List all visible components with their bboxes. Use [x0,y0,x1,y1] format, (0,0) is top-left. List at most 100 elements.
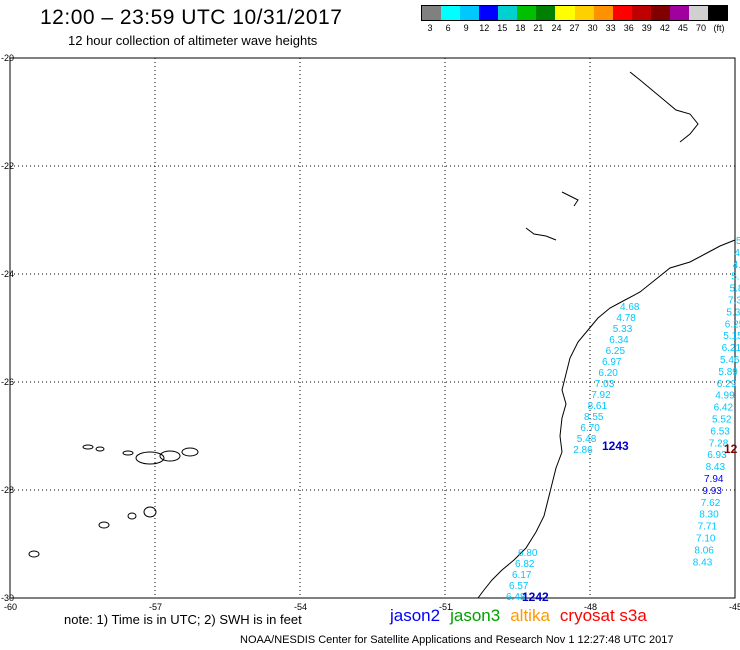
wave-height-value: 7.03 [595,379,615,390]
axis-labels: -20 -22 -24 -26 -28 -30-60 -57 -54 -51 -48 -45 [1,53,740,612]
latitude-tick-label: -20 [1,53,14,63]
color-scale-label: 12 [479,23,490,33]
wave-height-value: 7.10 [696,534,716,545]
color-swatch [669,6,689,20]
map-title: 12:00 – 23:59 UTC 10/31/2017 [40,6,343,29]
wave-height-value: 6.42 [714,403,734,414]
latitude-tick-label: -26 [1,377,14,387]
wave-height-value: 7.3 [728,296,740,307]
map-grid [10,58,735,598]
wave-height-value: 7.28 [709,438,729,449]
color-scale-labels: 3 6 9 12 15 18 21 24 27 30 33 36 39 42 45 70 (ft) [421,23,728,33]
islands [28,444,199,558]
wave-height-value: 5. [736,236,740,247]
satellite-legend-item: jason2 [390,606,441,625]
island-outline [28,550,40,558]
color-swatch [650,6,670,20]
map-subtitle: 12 hour collection of altimeter wave hei… [68,33,318,48]
wave-height-value: 6.25 [606,346,626,357]
wave-height-value: 6.34 [609,335,629,346]
color-swatch [707,6,727,20]
wave-height-value: 4.99 [715,391,735,402]
island-outline [82,444,94,450]
wave-height-value: 8.61 [588,401,608,412]
wave-height-value: 7.62 [701,498,721,509]
wave-height-value: 6.53 [710,426,730,437]
map-frame [9,57,736,599]
color-scale-label: 21 [533,23,544,33]
color-scale-label: 33 [605,23,616,33]
color-scale-label: 3 [427,23,433,33]
wave-height-value: 6.25 [725,319,740,330]
color-scale-label: 42 [659,23,670,33]
island-outline [98,521,110,529]
color-scale-label: 15 [497,23,508,33]
wave-height-value: 6.48 [506,592,526,603]
reservoir-outline [629,71,699,143]
reservoir-outline [525,227,557,241]
wave-height-value: 4. [733,260,740,271]
wave-height-value: 6.20 [598,368,618,379]
wave-height-value: 9.93 [702,486,722,497]
color-scale-label: 6 [445,23,451,33]
track-pass-label: 1242 [522,590,549,604]
wave-height-value: 6.29 [717,379,737,390]
longitude-tick-label: -48 [584,602,597,612]
satellite-legend-item: cryosat s3a [559,606,647,625]
color-scale-legend: 3 6 9 12 15 18 21 24 27 30 33 36 39 42 45 70 (ft) [421,5,728,33]
wave-height-value: 5.52 [712,415,732,426]
longitude-tick-label: -51 [439,602,452,612]
color-swatch [479,6,499,20]
track-pass-label: 1243 [602,439,629,453]
longitude-tick-label: -54 [294,602,307,612]
wave-height-value: 6.97 [602,357,622,368]
coastline [477,71,736,599]
longitude-tick-label: -45 [729,602,740,612]
island-outline [143,506,157,518]
wave-height-value: 6.21 [722,343,740,354]
wave-height-value: 2.86 [573,445,593,456]
color-scale-label: 45 [677,23,688,33]
color-swatch [574,6,594,20]
coastline-path [477,239,736,599]
color-swatch [688,6,708,20]
color-swatch [612,6,632,20]
map-border [9,57,736,599]
longitude-tick-label: -60 [4,602,17,612]
wave-height-value: 5.46 [720,355,740,366]
wave-height-value: 6.93 [707,450,727,461]
wave-height-value: 8.55 [584,412,604,423]
color-swatch [517,6,537,20]
color-scale-label: 24 [551,23,562,33]
wave-height-value: 8.06 [694,545,714,556]
color-swatch [631,6,651,20]
wave-height-value: 6.80 [518,548,538,559]
latitude-tick-label: -30 [1,593,14,603]
color-swatch [593,6,613,20]
wave-height-value: 5.89 [718,367,738,378]
island-outline [127,512,137,520]
satellite-legend-item: altika [510,606,550,625]
reservoir-outline [561,191,579,207]
units-note: note: 1) Time is in UTC; 2) SWH is in fe… [64,612,302,627]
track-pass-label: 12 [724,442,738,456]
credits-footer: NOAA/NESDIS Center for Satellite Applica… [240,634,674,646]
wave-height-value: 5. [731,272,739,283]
color-scale-label: 70 [695,23,706,33]
color-swatch [441,6,461,20]
wave-height-value: 6.82 [515,559,535,570]
wave-height-value: 5.8 [730,284,740,295]
wave-height-value: 4.78 [616,313,636,324]
wave-height-value: 5.33 [613,324,633,335]
island-outline [122,450,134,456]
color-swatch [498,6,518,20]
wave-height-value: 4. [734,248,740,259]
island-outline [159,450,181,462]
color-swatch [555,6,575,20]
latitude-tick-label: -28 [1,485,14,495]
wave-height-value: 7.94 [704,474,724,485]
color-scale-label: 18 [515,23,526,33]
island-outline [95,446,105,452]
wave-height-value: 5.15 [723,331,740,342]
satellite-legend-item: jason3 [450,606,501,625]
